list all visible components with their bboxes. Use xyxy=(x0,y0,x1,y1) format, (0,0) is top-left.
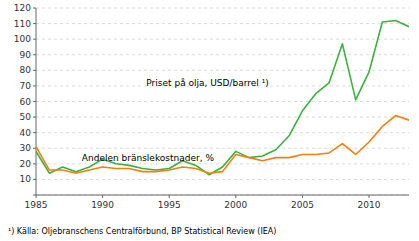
grid-line xyxy=(36,8,409,9)
y-tick-label: 20 xyxy=(20,159,32,169)
grid-line xyxy=(36,39,409,40)
y-tick-label: 120 xyxy=(14,3,31,13)
labels: Priset på olja, USD/barrel ¹) Andelen brä… xyxy=(8,78,276,236)
grid-line xyxy=(36,132,409,133)
y-tick-label: 90 xyxy=(20,50,32,60)
grid-line xyxy=(36,54,409,55)
grid-line xyxy=(36,163,409,164)
series-line xyxy=(36,20,409,174)
grid-line xyxy=(36,179,409,180)
x-tick-label: 1985 xyxy=(25,200,48,210)
y-tick-label: 70 xyxy=(20,81,32,91)
grid-line xyxy=(36,195,409,196)
y-tick-label: 40 xyxy=(20,128,32,138)
y-tick-label: 60 xyxy=(20,97,32,107)
x-tick-label: 2010 xyxy=(358,200,381,210)
chart: 10 20 30 40 50 60 70 80 90 100 110 120 1985 1990 1995 2… xyxy=(0,0,419,241)
x-tick-label: 2000 xyxy=(224,200,247,210)
y-tick-label: 50 xyxy=(20,112,32,122)
y-tick-label: 30 xyxy=(20,143,32,153)
grid-line xyxy=(36,117,409,118)
grid-line xyxy=(36,70,409,71)
x-axis xyxy=(36,195,409,196)
y-tick-label: 110 xyxy=(14,19,31,29)
plot-area xyxy=(36,20,409,174)
series-label: Andelen bränslekostnader, % xyxy=(82,153,215,163)
x-tick-label: 1990 xyxy=(91,200,114,210)
grid-line xyxy=(36,23,409,24)
grid-line xyxy=(36,101,409,102)
series-label: Priset på olja, USD/barrel ¹) xyxy=(146,78,268,88)
axes: 10 20 30 40 50 60 70 80 90 100 110 120 1985 1990 1995 2… xyxy=(14,3,409,210)
grid xyxy=(36,8,409,195)
series-line xyxy=(36,116,409,174)
x-tick-label: 1995 xyxy=(158,200,181,210)
footnote: ¹) Källa: Oljebranschens Centralförbund,… xyxy=(8,227,276,236)
y-tick-label: 10 xyxy=(20,174,32,184)
x-tick-label: 2005 xyxy=(291,200,314,210)
y-tick-label: 80 xyxy=(20,65,32,75)
y-axis xyxy=(36,8,37,195)
y-tick-label: 100 xyxy=(14,34,31,44)
grid-line xyxy=(36,148,409,149)
